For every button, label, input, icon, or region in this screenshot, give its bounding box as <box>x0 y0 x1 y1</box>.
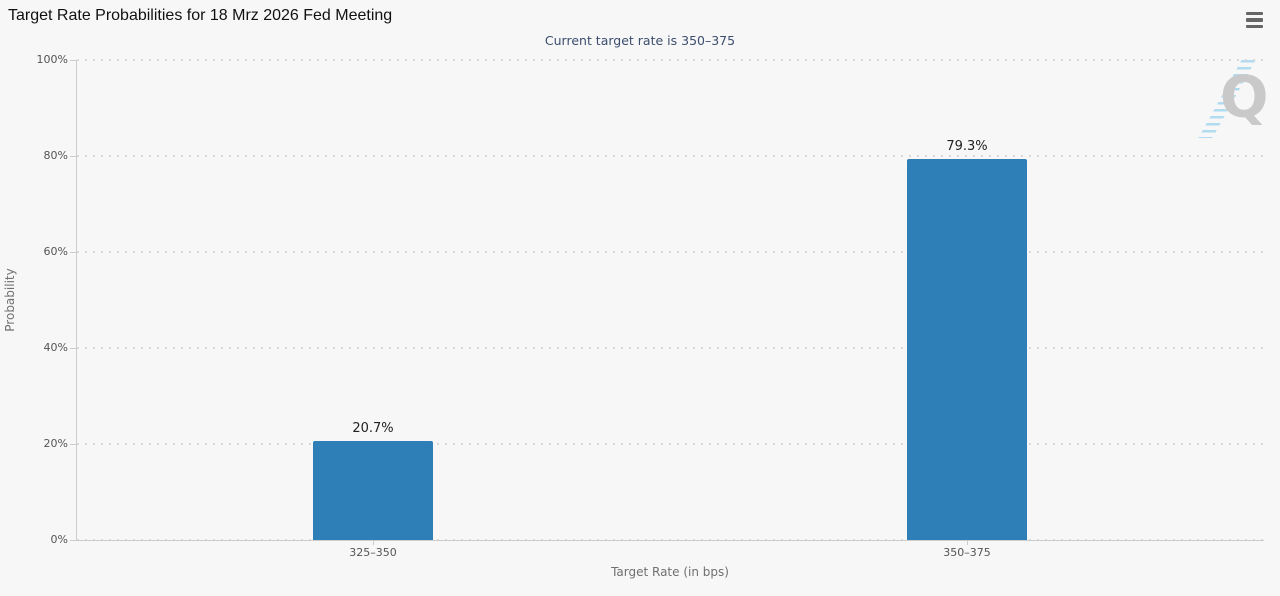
y-axis-tick <box>70 540 76 541</box>
y-tick-label: 40% <box>43 341 68 354</box>
y-tick-label: 20% <box>43 437 68 450</box>
chart-title: Target Rate Probabilities for 18 Mrz 202… <box>8 7 393 24</box>
watermark-logo: Q <box>1198 56 1270 142</box>
hamburger-menu-icon <box>1246 18 1263 22</box>
bar-350–375[interactable] <box>907 159 1027 540</box>
grid-line <box>77 59 1264 61</box>
x-tick-label: 325–350 <box>349 546 397 559</box>
grid-line <box>77 443 1264 445</box>
y-axis-line <box>76 60 77 540</box>
grid-line <box>77 347 1264 349</box>
y-axis-tick <box>70 348 76 349</box>
y-axis-tick <box>70 444 76 445</box>
grid-line <box>77 251 1264 253</box>
y-tick-label: 0% <box>50 533 68 546</box>
x-axis-line <box>76 540 1264 541</box>
bar-325–350[interactable] <box>313 440 433 540</box>
chart-context-menu-button[interactable] <box>1243 9 1267 31</box>
y-tick-label: 60% <box>43 245 68 258</box>
bar-value-label: 79.3% <box>946 139 988 155</box>
x-tick-label: 350–375 <box>943 546 991 559</box>
y-axis-title: Probability <box>3 268 17 332</box>
chart-subtitle: Current target rate is 350–375 <box>544 33 736 48</box>
x-axis-title: Target Rate (in bps) <box>611 565 729 579</box>
x-axis-tick <box>373 540 374 545</box>
bar-value-label: 20.7% <box>352 420 394 436</box>
watermark-q-logo: Q <box>1220 65 1269 131</box>
grid-line <box>77 155 1264 157</box>
y-axis-tick <box>70 60 76 61</box>
hamburger-menu-icon <box>1246 12 1263 16</box>
y-axis-tick <box>70 252 76 253</box>
watermark-stripes-decoration <box>1198 60 1256 138</box>
hamburger-menu-icon <box>1246 24 1263 28</box>
y-tick-label: 100% <box>36 53 68 66</box>
y-axis-tick <box>70 156 76 157</box>
x-axis-tick <box>967 540 968 545</box>
y-tick-label: 80% <box>43 149 68 162</box>
